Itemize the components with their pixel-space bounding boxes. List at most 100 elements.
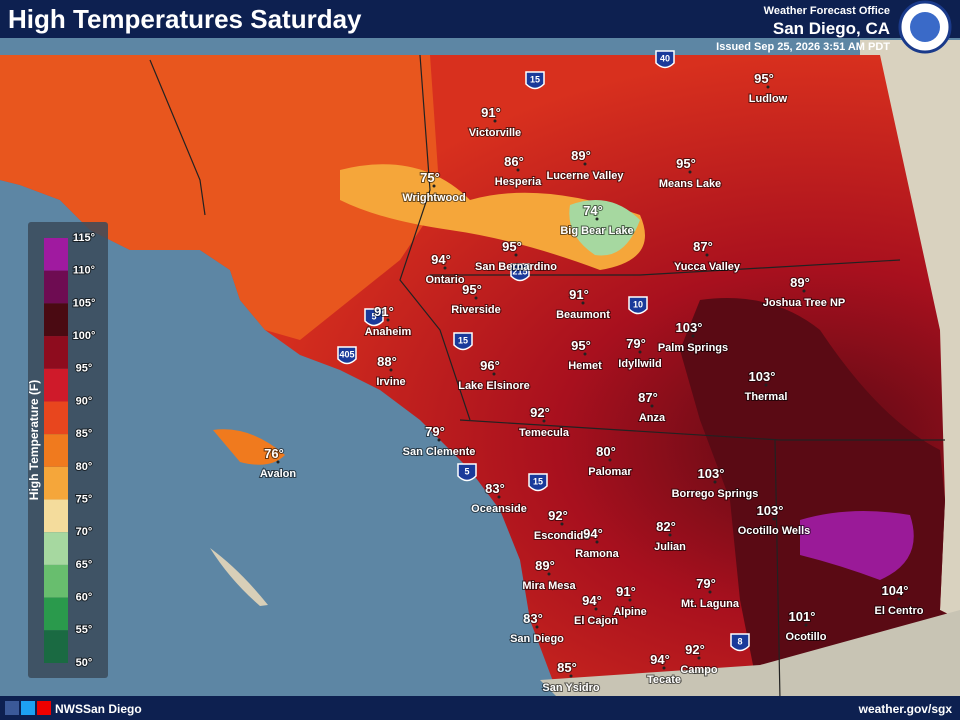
city-temp: 86° <box>504 154 524 169</box>
legend-band <box>44 499 68 533</box>
legend-band <box>44 434 68 467</box>
city-temp: 83° <box>523 611 543 626</box>
highway-number: 15 <box>530 74 540 84</box>
legend-title: High Temperature (F) <box>27 380 41 500</box>
city-temp: 91° <box>374 304 394 319</box>
highway-shield <box>453 332 473 351</box>
cities: 91° Victorville 86° Hesperia 89° Lucerne Vall… <box>259 70 925 695</box>
city-dot <box>804 623 808 627</box>
city-name: Julian <box>654 541 686 553</box>
city-dot <box>474 296 478 300</box>
city-temp: 104° <box>882 583 909 598</box>
city-temp: 76° <box>264 446 284 461</box>
city-name: Temecula <box>519 427 570 439</box>
city-temp: 91° <box>481 105 501 120</box>
city-dot <box>802 289 806 293</box>
city-temp: 94° <box>431 252 451 267</box>
city-name: Idyllwild <box>618 358 661 370</box>
legend-tick: 115° <box>73 232 95 244</box>
san-clemente-island <box>210 548 268 606</box>
city-name: Yucca Valley <box>674 261 741 273</box>
highway-shield <box>525 71 545 90</box>
legend-tick: 95° <box>76 363 93 375</box>
legend-tick: 65° <box>76 559 93 571</box>
city-name: Mira Mesa <box>522 580 576 592</box>
footer-handle: NWSSan Diego <box>55 702 142 716</box>
city-dot <box>594 607 598 611</box>
city-dot <box>713 480 717 484</box>
city-temp: 95° <box>502 239 522 254</box>
mountains <box>340 164 645 270</box>
city-dot <box>608 458 612 462</box>
city-name: San Diego <box>510 633 564 645</box>
city-dot <box>583 352 587 356</box>
legend-band <box>44 368 68 402</box>
city-dot <box>668 533 672 537</box>
highway-number: 215 <box>512 266 527 276</box>
city-name: San Clemente <box>403 446 476 458</box>
city-temp: 82° <box>656 519 676 534</box>
legend-tick: 50° <box>76 657 93 669</box>
facebook-icon <box>5 701 19 715</box>
legend-tick: 60° <box>76 592 93 604</box>
footer-bar <box>0 696 960 720</box>
city-name: El Centro <box>875 605 924 617</box>
county-lines <box>149 54 945 701</box>
city-dot <box>493 119 497 123</box>
city-temp: 92° <box>548 508 568 523</box>
legend-tick: 70° <box>76 526 93 538</box>
legend-band <box>44 238 68 271</box>
city-temp: 89° <box>535 558 555 573</box>
highways: 40 15 5 405 15 215 10 5 15 8 <box>337 50 750 652</box>
city-temp: 87° <box>693 239 713 254</box>
title: High Temperatures Saturday <box>8 4 362 34</box>
city-name: Borrego Springs <box>672 488 759 500</box>
city-dot <box>542 419 546 423</box>
highway-shield <box>655 50 675 69</box>
city-temp: 103° <box>698 466 725 481</box>
city-temp: 92° <box>685 642 705 657</box>
city-dot <box>443 266 447 270</box>
city-name: Wrightwood <box>402 192 465 204</box>
legend-band <box>44 303 68 337</box>
big-bear-cool <box>569 200 640 256</box>
city-name: Escondido <box>534 530 591 542</box>
city-temp: 95° <box>676 156 696 171</box>
city-dot <box>662 666 666 670</box>
highway-number: 10 <box>633 299 643 309</box>
city-dot <box>638 350 642 354</box>
youtube-icon <box>37 701 51 715</box>
city-name: Ludlow <box>749 93 788 105</box>
city-dot <box>705 253 709 257</box>
legend-tick: 105° <box>73 297 96 309</box>
highway-number: 40 <box>660 53 670 63</box>
city-temp: 88° <box>377 354 397 369</box>
legend-band <box>44 564 68 598</box>
city-name: Ramona <box>575 548 619 560</box>
city-name: Palm Springs <box>658 342 728 354</box>
header-bar <box>0 0 960 38</box>
coastal-plain <box>0 55 440 340</box>
highway-number: 15 <box>533 476 543 486</box>
city-name: Big Bear Lake <box>560 225 633 237</box>
legend-tick: 110° <box>73 265 95 277</box>
city-dot <box>628 598 632 602</box>
issued: Issued Sep 25, 2026 3:51 AM PDT <box>716 41 890 53</box>
city-temp: 89° <box>790 275 810 290</box>
office: Weather Forecast Office <box>764 5 890 17</box>
city-name: Irvine <box>376 376 405 388</box>
city-name: Mt. Laguna <box>681 598 740 610</box>
twitter-icon <box>21 701 35 715</box>
city-temp: 92° <box>530 405 550 420</box>
city-dot <box>650 404 654 408</box>
city-dot <box>569 674 573 678</box>
city-name: San Bernardino <box>475 261 557 273</box>
city-dot <box>492 372 496 376</box>
city-temp: 79° <box>425 424 445 439</box>
city-temp: 94° <box>582 593 602 608</box>
city-dot <box>389 368 393 372</box>
city-dot <box>547 572 551 576</box>
city-name: Ocotillo Wells <box>738 525 811 537</box>
legend: 115° 110° 105° 100° 95° 90° 85° 80° 75° 70° 65° 60°… <box>44 231 96 670</box>
highway-shield <box>337 346 357 365</box>
